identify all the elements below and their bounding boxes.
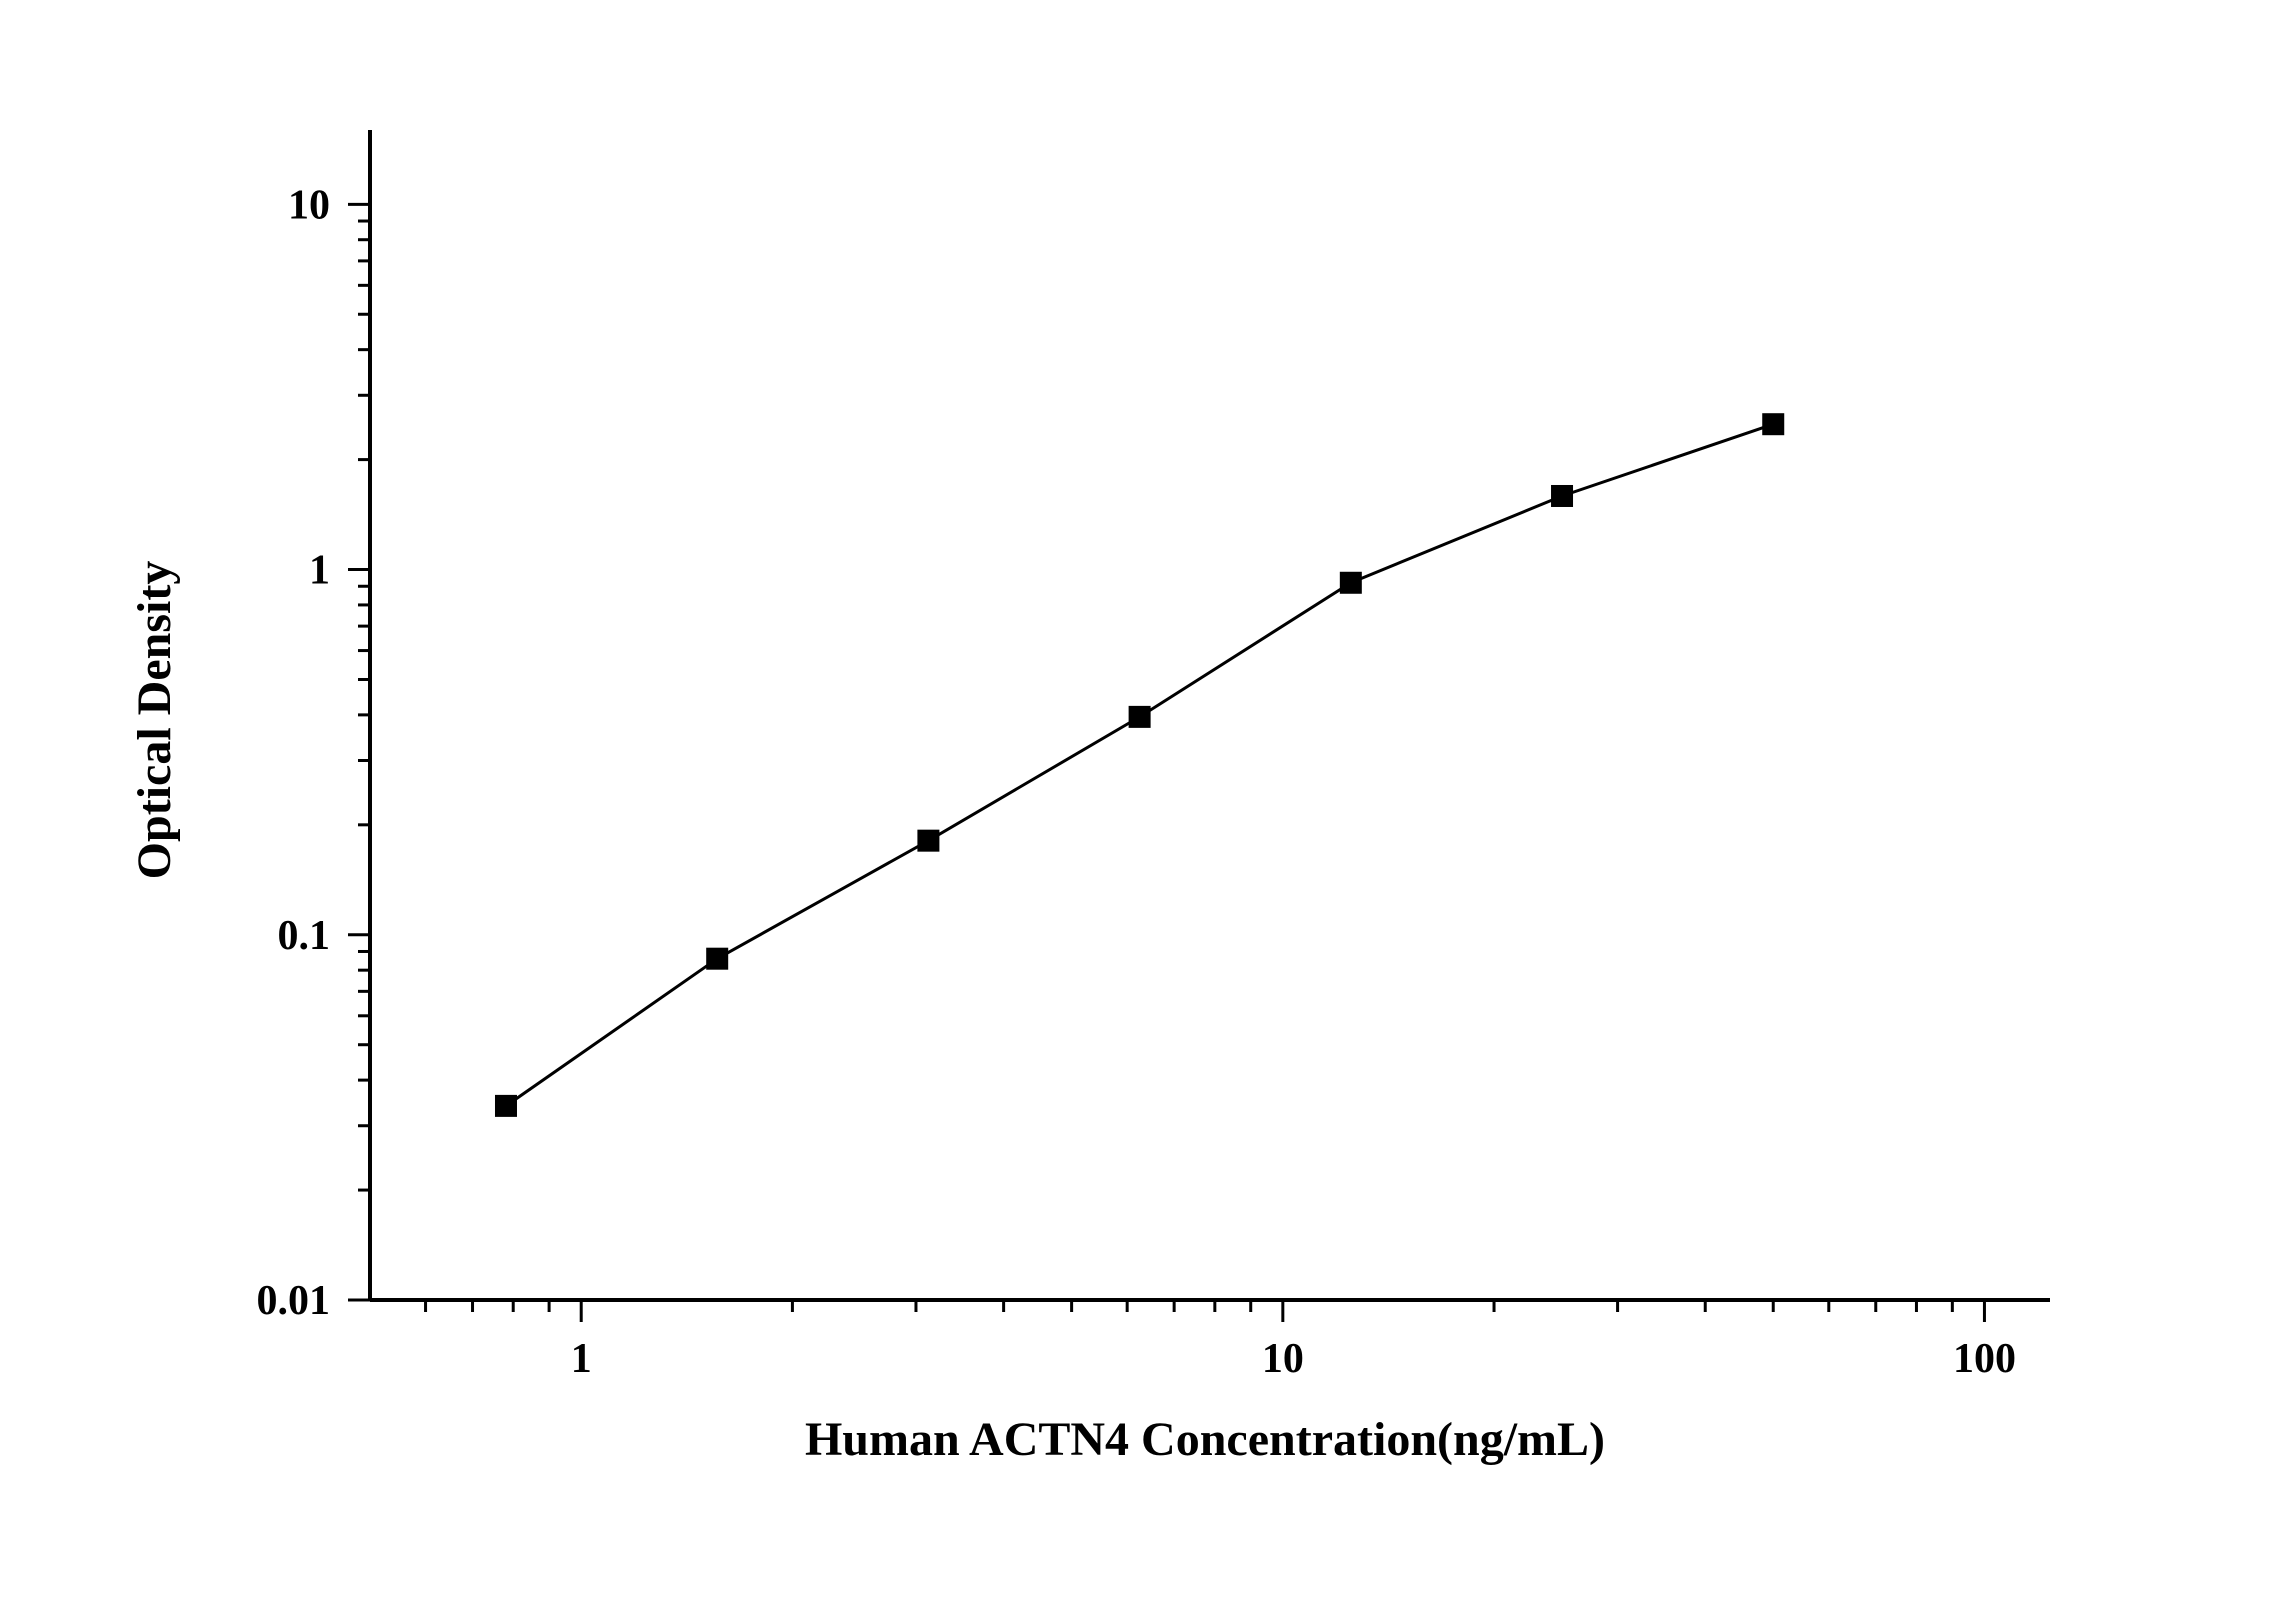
svg-text:10: 10: [1262, 1336, 1304, 1382]
svg-text:10: 10: [288, 182, 330, 228]
svg-text:Human ACTN4 Concentration(ng/m: Human ACTN4 Concentration(ng/mL): [805, 1413, 1605, 1466]
svg-text:1: 1: [309, 548, 330, 594]
svg-text:1: 1: [571, 1336, 592, 1382]
svg-text:0.01: 0.01: [257, 1278, 331, 1324]
chart-container: 1 10 100 0.01 0.1 1 10 Human ACTN4 Concentratio…: [0, 0, 2296, 1604]
svg-text:100: 100: [1953, 1336, 2016, 1382]
svg-text:Optical Density: Optical Density: [128, 561, 181, 880]
standard-curve-chart: 1 10 100 0.01 0.1 1 10 Human ACTN4 Concentratio…: [0, 0, 2296, 1604]
svg-text:0.1: 0.1: [278, 913, 331, 959]
